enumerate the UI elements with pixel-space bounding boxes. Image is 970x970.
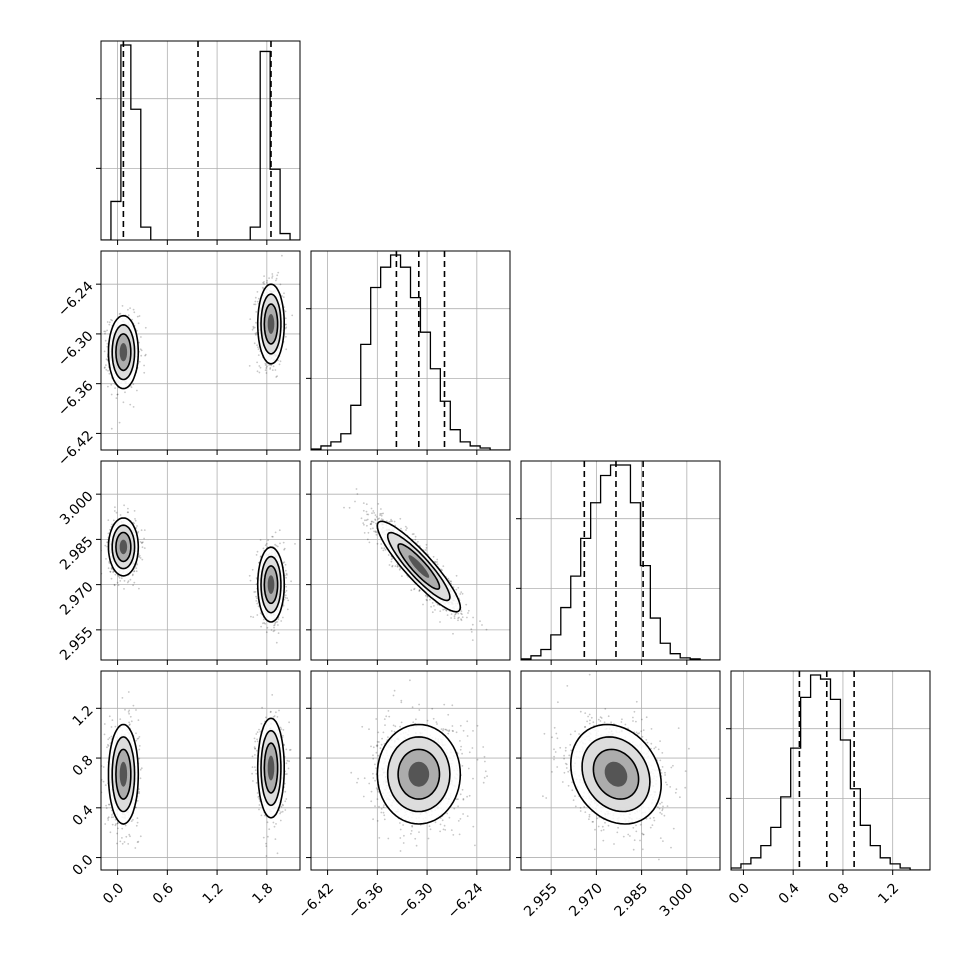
histogram-step-line [101,44,300,240]
y-tick-label: 2.955 [57,624,97,664]
density-panel-2-1 [306,460,511,665]
density-contour [119,539,128,555]
histogram-panel-1 [306,250,511,455]
panel-frame [520,670,721,871]
panel-frame [310,250,511,451]
panel-frame [100,250,301,451]
density-contour [267,575,275,594]
y-tick-label: −6.24 [55,278,97,320]
histogram-panel-2 [516,460,721,665]
x-tick-label: −6.42 [296,880,338,922]
histogram-panel-3: 0.0 0.4 0.8 1.2 [726,670,931,907]
density-contour [119,343,128,362]
histogram-step-line [731,674,930,870]
y-tick-label: 0.4 [70,802,97,829]
panel-frame [100,460,301,661]
x-tick-label: −6.30 [395,880,437,922]
density-panel-3-2: 2.955 2.970 2.985 3.000 [516,670,721,920]
x-tick-label: 0.4 [776,880,803,907]
y-tick-label: −6.36 [55,378,97,420]
histogram-step-line [521,464,720,660]
density-panel-1-0: −6.42 −6.36 −6.30 −6.24 [55,250,301,470]
x-tick-label: 3.000 [657,880,697,920]
x-tick-label: 2.970 [566,880,606,920]
panel-frame [100,40,301,241]
density-contour [267,755,275,781]
x-tick-label: 2.985 [612,880,652,920]
x-tick-label: 0.6 [150,880,177,907]
panel-frame [520,460,721,661]
x-tick-label: −6.24 [445,880,487,922]
y-tick-label: 2.970 [57,579,97,619]
x-tick-label: −6.36 [345,880,387,922]
x-tick-label: 1.2 [875,880,902,907]
density-panel-2-0: 2.955 2.970 2.985 3.000 [57,460,301,665]
density-contour [604,761,628,787]
panel-frame [100,670,301,871]
density-panel-3-0: 0.0 0.6 1.2 1.8 0.0 0.4 0.8 1.2 [70,670,301,907]
x-tick-label: 1.2 [200,880,227,907]
panel-frame [310,670,511,871]
y-tick-label: 1.2 [70,703,97,730]
y-tick-label: 2.985 [57,534,97,574]
density-contour [119,761,128,787]
density-contour [267,314,275,334]
x-tick-label: 0.0 [100,880,127,907]
x-tick-label: 1.8 [249,880,276,907]
histogram-step-line [311,254,510,450]
histogram-panel-0 [96,40,301,245]
panel-frame [310,460,511,661]
panel-frame [730,670,931,871]
x-tick-label: 0.8 [825,880,852,907]
x-tick-label: 2.955 [521,880,561,920]
density-contour [408,555,430,578]
density-panel-3-1: −6.42 −6.36 −6.30 −6.24 [296,670,511,922]
density-contour [408,761,430,787]
y-tick-label: 0.0 [70,852,97,879]
y-tick-label: −6.30 [55,328,97,370]
x-tick-label: 0.0 [726,880,753,907]
y-tick-label: 3.000 [57,489,97,529]
y-tick-label: −6.42 [55,428,97,470]
y-tick-label: 0.8 [70,752,97,779]
